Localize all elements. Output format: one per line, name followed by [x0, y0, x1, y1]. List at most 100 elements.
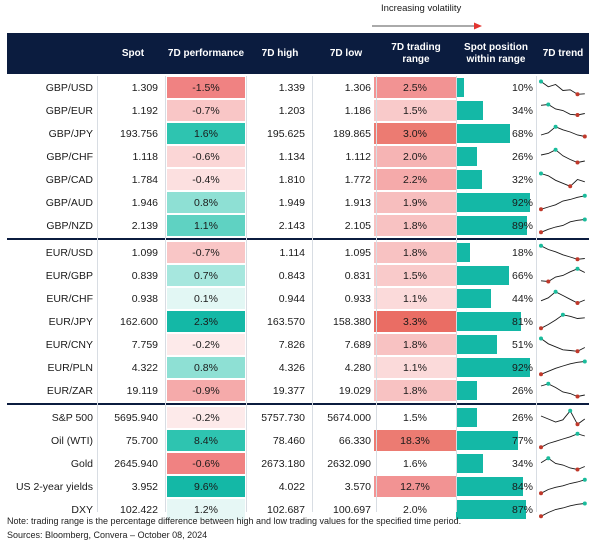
low-value: 1.772	[344, 173, 371, 186]
position-bar	[456, 312, 521, 331]
instrument-name: EUR/USD	[45, 246, 93, 259]
trend-low-point	[539, 326, 543, 331]
position-bar	[456, 358, 530, 377]
instrument-name: EUR/CNY	[45, 338, 93, 351]
position-cell: 44%	[456, 287, 536, 310]
instrument-name: EUR/PLN	[47, 361, 93, 374]
high-value: 1.203	[278, 104, 305, 117]
position-value: 34%	[511, 457, 533, 470]
high-value: 102.687	[267, 503, 305, 516]
trend-sparkline	[537, 310, 589, 333]
low-value: 5674.000	[327, 411, 371, 424]
trend-high-point	[553, 289, 558, 294]
trend-low-point	[539, 230, 543, 235]
perf-value: 1.1%	[167, 215, 245, 236]
low-value: 1.112	[345, 150, 372, 163]
position-bar	[456, 243, 471, 262]
position-value: 32%	[511, 173, 533, 186]
position-cell: 92%	[456, 191, 536, 214]
table-header: Spot 7D performance 7D high 7D low 7D tr…	[7, 33, 589, 74]
trend-low-point	[568, 184, 573, 189]
high-value: 1.949	[278, 196, 305, 209]
perf-value: -0.4%	[167, 169, 245, 190]
trend-low-point	[575, 394, 580, 399]
position-bar	[456, 408, 477, 427]
low-value: 0.933	[344, 292, 371, 305]
position-bar	[456, 147, 477, 166]
position-bar	[456, 124, 511, 143]
perf-value: 8.4%	[167, 430, 245, 451]
column-separator	[536, 76, 537, 512]
table-row: GBP/USD 1.309 -1.5% 1.339 1.306 2.5% 10%	[7, 76, 589, 99]
trend-high-point	[553, 147, 558, 152]
position-cell: 26%	[456, 379, 536, 402]
trend-line	[540, 409, 586, 425]
position-cell: 68%	[456, 122, 536, 145]
spot-value: 4.322	[131, 361, 158, 374]
sources: Sources: Bloomberg, Convera – October 08…	[7, 530, 208, 540]
trend-low-point	[539, 207, 543, 212]
trend-line	[540, 245, 585, 260]
table-row: EUR/PLN 4.322 0.8% 4.326 4.280 1.1% 92%	[7, 356, 589, 379]
trend-low-point	[539, 491, 543, 496]
position-value: 84%	[511, 480, 533, 493]
table-row: Oil (WTI) 75.700 8.4% 78.460 66.330 18.3% 77%	[7, 429, 589, 452]
perf-value: 1.6%	[167, 123, 245, 144]
range-value: 18.3%	[374, 430, 456, 451]
range-value: 2.0%	[374, 146, 456, 167]
spot-value: 75.700	[125, 434, 158, 447]
position-bar	[456, 431, 518, 450]
table-row: GBP/CHF 1.118 -0.6% 1.134 1.112 2.0% 26%	[7, 145, 589, 168]
position-value: 66%	[511, 269, 533, 282]
position-value: 10%	[511, 81, 533, 94]
low-value: 2632.090	[327, 457, 371, 470]
trend-sparkline	[537, 452, 589, 475]
position-bar	[456, 381, 477, 400]
trend-high-point	[582, 477, 587, 482]
instrument-name: EUR/GBP	[45, 269, 93, 282]
position-cell: 34%	[456, 452, 536, 475]
trend-line	[540, 503, 585, 517]
trend-low-point	[575, 467, 580, 472]
position-value: 87%	[511, 503, 533, 516]
volatility-label: Increasing volatility	[381, 3, 462, 14]
low-value: 3.570	[344, 480, 371, 493]
trend-low-point	[546, 279, 551, 284]
trend-line	[540, 219, 585, 233]
range-value: 1.8%	[374, 215, 456, 236]
trend-line	[540, 195, 585, 210]
header-trend: 7D trend	[542, 47, 584, 59]
perf-value: 9.6%	[167, 476, 245, 497]
perf-value: -0.2%	[167, 334, 245, 355]
high-value: 0.944	[278, 292, 305, 305]
table-row: GBP/CAD 1.784 -0.4% 1.810 1.772 2.2% 32%	[7, 168, 589, 191]
header-low: 7D low	[329, 47, 363, 59]
spot-value: 162.600	[120, 315, 158, 328]
volatility-arrow-icon	[372, 22, 482, 30]
high-value: 4.326	[278, 361, 305, 374]
high-value: 1.339	[278, 81, 305, 94]
instrument-name: GBP/NZD	[46, 219, 93, 232]
range-value: 1.6%	[374, 453, 456, 474]
high-value: 1.114	[279, 246, 306, 259]
position-bar	[456, 170, 482, 189]
header-high: 7D high	[261, 47, 299, 59]
trend-low-point	[539, 445, 543, 450]
table-row: GBP/JPY 193.756 1.6% 195.625 189.865 3.0% 68%	[7, 122, 589, 145]
table-row: EUR/GBP 0.839 0.7% 0.843 0.831 1.5% 66%	[7, 264, 589, 287]
spot-value: 102.422	[120, 503, 158, 516]
trend-low-point	[575, 349, 580, 354]
trend-low-point	[575, 422, 580, 427]
column-separator	[376, 76, 377, 512]
perf-value: -0.7%	[167, 100, 245, 121]
perf-value: -0.6%	[167, 453, 245, 474]
position-bar	[456, 477, 524, 496]
position-cell: 92%	[456, 356, 536, 379]
low-value: 1.186	[344, 104, 371, 117]
high-value: 19.377	[272, 384, 305, 397]
perf-value: 0.7%	[167, 265, 245, 286]
trend-line	[540, 314, 585, 329]
table-row: GBP/EUR 1.192 -0.7% 1.203 1.186 1.5% 34%	[7, 99, 589, 122]
trend-low-point	[575, 92, 580, 97]
header-perf: 7D performance	[167, 47, 245, 59]
